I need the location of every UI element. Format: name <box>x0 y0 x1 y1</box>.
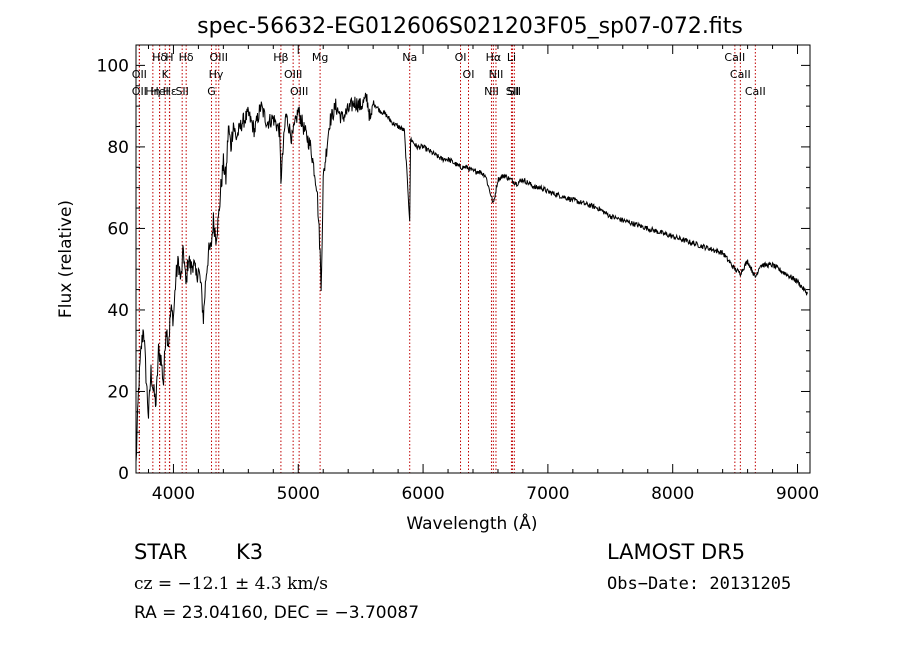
line-label-1: K <box>162 68 170 81</box>
line-label-14: OIII <box>284 68 302 81</box>
line-label-11: Hγ <box>209 68 224 81</box>
line-label-13: Hβ <box>273 51 288 64</box>
y-tick-label-100: 100 <box>97 56 129 76</box>
y-tick-label-0: 0 <box>118 464 129 484</box>
line-label-25: SII <box>508 85 521 98</box>
redshift-text: cz = −12.1 ± 4.3 km/s <box>134 574 328 594</box>
line-label-15: OIII <box>290 85 308 98</box>
x-tick-label-6000: 6000 <box>401 484 444 504</box>
survey-label: LAMOST DR5 <box>607 540 746 564</box>
chart-title: spec-56632-EG012606S021203F05_sp07-072.f… <box>197 14 743 39</box>
line-label-26: CaII <box>724 51 745 64</box>
line-label-4: HeI <box>150 85 168 98</box>
line-label-12: G <box>207 85 216 98</box>
radec-text: RA = 23.04160, DEC = −3.70087 <box>134 603 420 623</box>
x-tick-label-7000: 7000 <box>526 484 569 504</box>
line-label-21: NII <box>484 85 499 98</box>
axis-ticks: 4000 5000 6000 7000 8000 9000 0 20 40 60 80 100 <box>97 45 819 504</box>
line-label-2: Hε <box>163 85 177 98</box>
x-tick-label-8000: 8000 <box>651 484 694 504</box>
line-label-8: Hδ <box>179 51 194 64</box>
y-tick-label-20: 20 <box>107 382 129 402</box>
y-tick-label-60: 60 <box>107 219 129 239</box>
x-tick-label-9000: 9000 <box>776 484 819 504</box>
x-tick-label-5000: 5000 <box>277 484 320 504</box>
plot-frame <box>135 44 811 474</box>
line-label-6: OII <box>132 85 147 98</box>
line-label-7: H <box>165 51 173 64</box>
line-label-16: Mg <box>312 51 328 64</box>
line-label-9: SII <box>175 85 188 98</box>
line-label-27: CaII <box>730 68 751 81</box>
line-label-3: OII <box>132 68 147 81</box>
spectrum-series <box>135 92 808 462</box>
line-label-18: OI <box>455 51 467 64</box>
line-label-5: Hη <box>145 85 160 98</box>
line-label-0: Hδ <box>152 51 167 64</box>
x-tick-label-4000: 4000 <box>152 484 195 504</box>
line-label-17: Na <box>402 51 417 64</box>
line-label-28: CaII <box>745 85 766 98</box>
line-label-10: OIII <box>210 51 228 64</box>
subclass-label: K3 <box>236 540 264 564</box>
y-tick-label-40: 40 <box>107 301 129 321</box>
x-axis-label: Wavelength (Å) <box>406 512 537 534</box>
line-label-23: SII <box>506 85 519 98</box>
y-tick-label-80: 80 <box>107 138 129 158</box>
line-label-20: Hα <box>486 51 502 64</box>
y-axis-label: Flux (relative) <box>56 200 76 318</box>
class-label: STAR <box>134 540 188 564</box>
line-label-19: OI <box>463 68 475 81</box>
spectrum-line <box>135 92 808 462</box>
spectral-line-markers <box>138 45 756 473</box>
line-label-22: NII <box>489 68 504 81</box>
line-label-24: Li <box>507 51 516 64</box>
obs-date-text: Obs−Date: 20131205 <box>607 574 792 594</box>
